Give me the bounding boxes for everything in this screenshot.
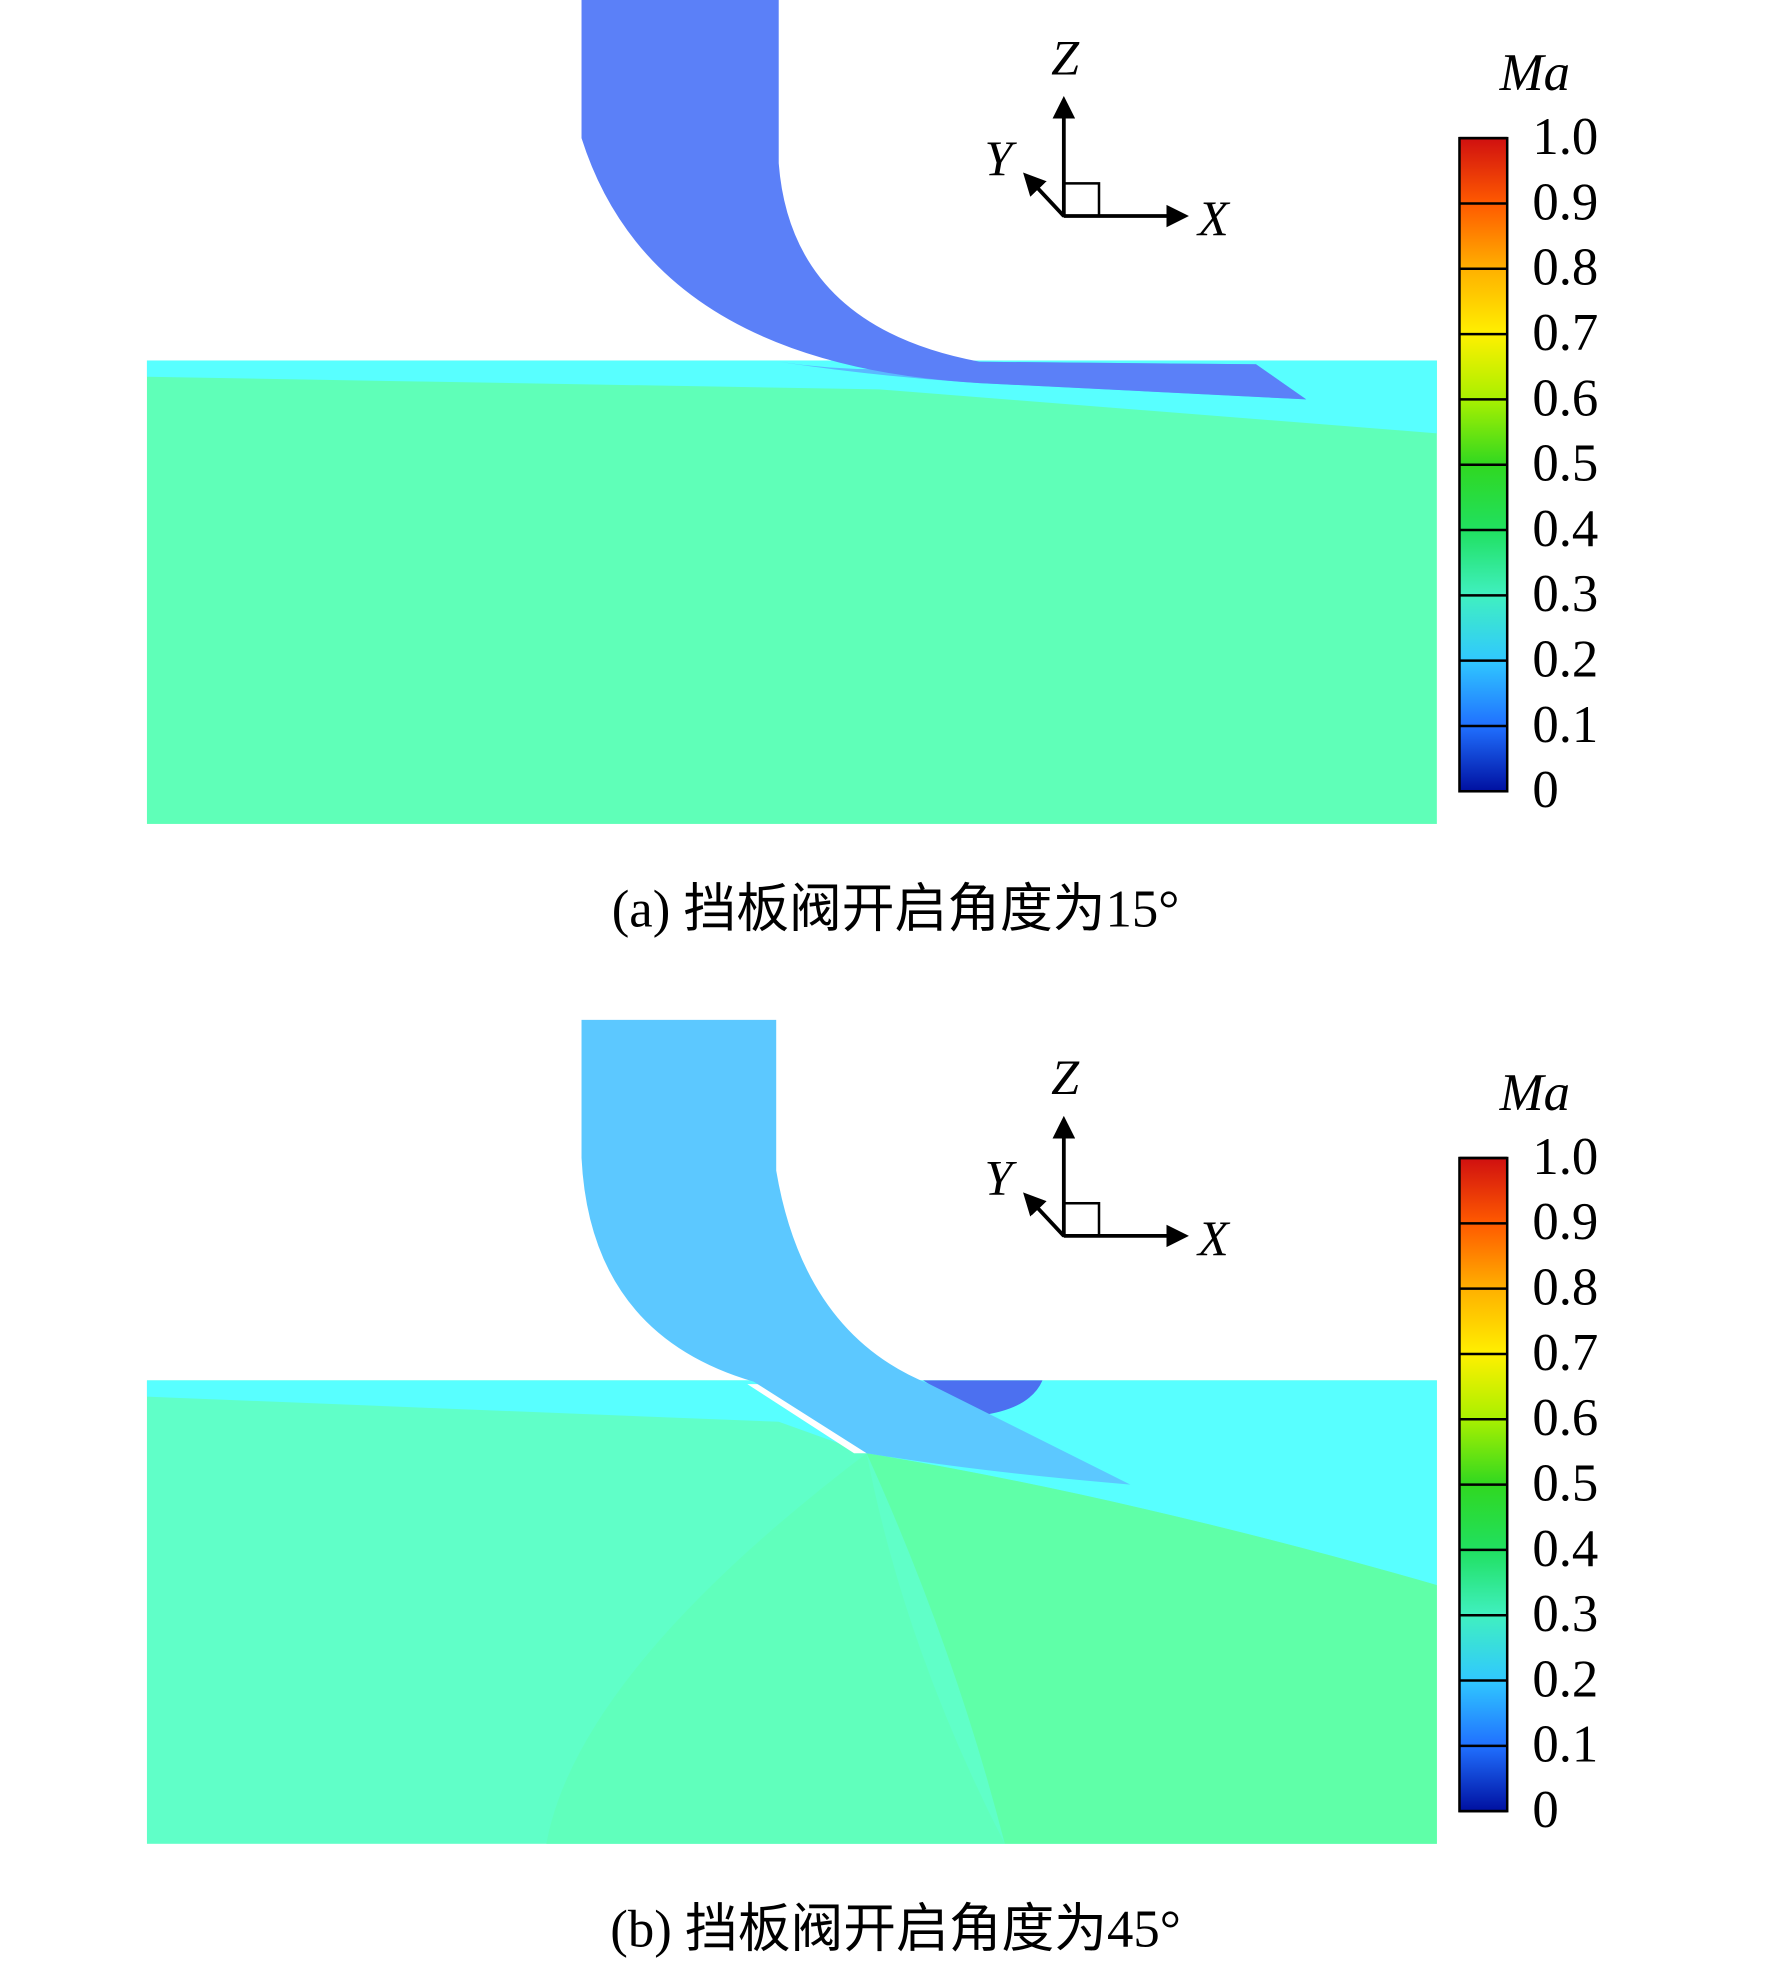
colorbar-title: Ma	[1499, 1064, 1570, 1122]
inlet-pipe	[581, 0, 1307, 400]
inlet-pipe	[581, 1019, 1131, 1485]
colorbar-label: 0.4	[1532, 500, 1598, 558]
axis-label: Z	[1051, 29, 1080, 85]
colorbar-label: 0.4	[1532, 1520, 1598, 1578]
colorbar-label: 0.8	[1532, 239, 1598, 297]
axis-arrow	[1023, 172, 1066, 218]
contour-region	[146, 1380, 1437, 1586]
colorbar-label: 0.6	[1532, 369, 1598, 427]
contour-region	[866, 1453, 1437, 1844]
colorbar-label: 0.5	[1532, 1454, 1598, 1512]
axis-square	[1062, 1201, 1101, 1238]
colorbar-label: 0.2	[1532, 631, 1598, 689]
colorbar-label: 0	[1532, 761, 1558, 819]
axis-label: X	[1196, 1210, 1231, 1266]
colorbar-title: Ma	[1499, 44, 1570, 102]
caption: (b) 挡板阀开启角度为45°	[610, 1900, 1181, 1958]
colorbar-label: 0.9	[1532, 1193, 1598, 1251]
colorbar-label: 0.3	[1532, 565, 1598, 623]
contour-region	[747, 1384, 867, 1454]
axis-label: X	[1196, 190, 1231, 246]
colorbar-label: 0.1	[1532, 696, 1598, 754]
colorbar-label: 0	[1532, 1781, 1558, 1839]
axis-label: Z	[1051, 1049, 1080, 1105]
colorbar-label: 0.3	[1532, 1585, 1598, 1643]
colorbar-label: 0.8	[1532, 1259, 1598, 1317]
contour-region	[546, 1453, 1005, 1844]
caption: (a) 挡板阀开启角度为15°	[612, 880, 1180, 938]
colorbar-label: 0.1	[1532, 1716, 1598, 1774]
flow-domain	[146, 360, 1437, 824]
colorbar-label: 0.7	[1532, 1324, 1598, 1382]
panel: Z X Y Ma 1.0 0.9 0.8 0.7 0.6 0.5 0.4 0.3 0.2 0.1 0 (b) …	[146, 1019, 1598, 1958]
colorbar-label: 1.0	[1532, 108, 1598, 166]
colorbar-label: 0.7	[1532, 304, 1598, 362]
colorbar-label: 1.0	[1532, 1128, 1598, 1186]
axis-square	[1062, 182, 1101, 218]
axis-label: Y	[985, 130, 1018, 186]
figure-content: Z X Y Ma 1.0 0.9 0.8 0.7 0.6 0.5 0.4 0.3 0.2 0.1 0 (a) …	[146, 0, 1598, 1958]
axis-arrow	[1023, 1192, 1066, 1238]
colorbar-label: 0.5	[1532, 435, 1598, 493]
colorbar-label: 0.6	[1532, 1389, 1598, 1447]
contour-region	[923, 1380, 1043, 1416]
panel: Z X Y Ma 1.0 0.9 0.8 0.7 0.6 0.5 0.4 0.3 0.2 0.1 0 (a) …	[146, 0, 1598, 938]
axis-label: Y	[985, 1150, 1018, 1206]
colorbar-label: 0.9	[1532, 173, 1598, 231]
colorbar-label: 0.2	[1532, 1650, 1598, 1708]
